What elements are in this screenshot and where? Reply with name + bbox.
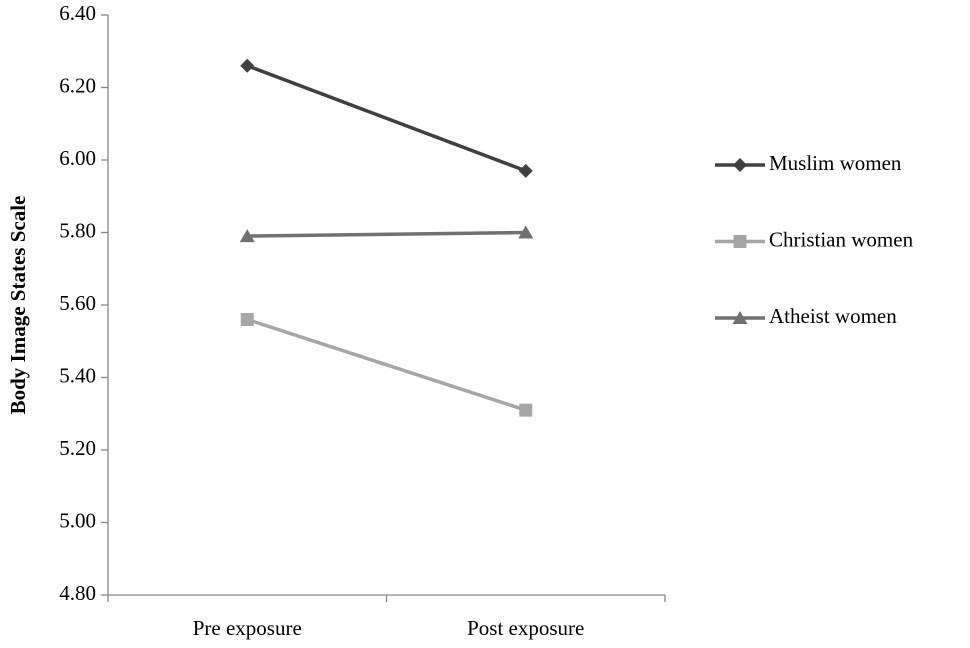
marker [240,313,254,326]
legend-marker [733,158,747,172]
y-tick-label: 5.00 [59,508,96,532]
series-line [247,230,526,238]
legend-label: Christian women [769,227,914,251]
legend-label: Atheist women [769,304,897,328]
y-tick-label: 5.60 [59,291,96,315]
legend-marker [732,311,748,324]
marker [518,225,534,239]
y-tick-label: 6.20 [59,73,96,97]
y-tick-label: 5.80 [59,218,96,242]
marker [519,403,533,417]
marker [518,163,533,178]
y-tick-label: 5.20 [59,436,96,460]
y-tick-label: 6.00 [59,146,96,170]
marker [239,229,255,243]
y-tick-label: 5.40 [59,363,96,387]
marker [240,58,255,73]
y-tick-label: 6.40 [59,1,96,25]
series-line [246,64,527,173]
legend-label: Muslim women [769,151,902,175]
x-tick-label: Pre exposure [193,616,302,640]
series-line [246,317,527,412]
y-axis-label: Body Image States Scale [6,196,30,415]
legend-marker [733,235,747,248]
x-tick-label: Post exposure [467,616,584,640]
y-tick-label: 4.80 [59,581,96,605]
